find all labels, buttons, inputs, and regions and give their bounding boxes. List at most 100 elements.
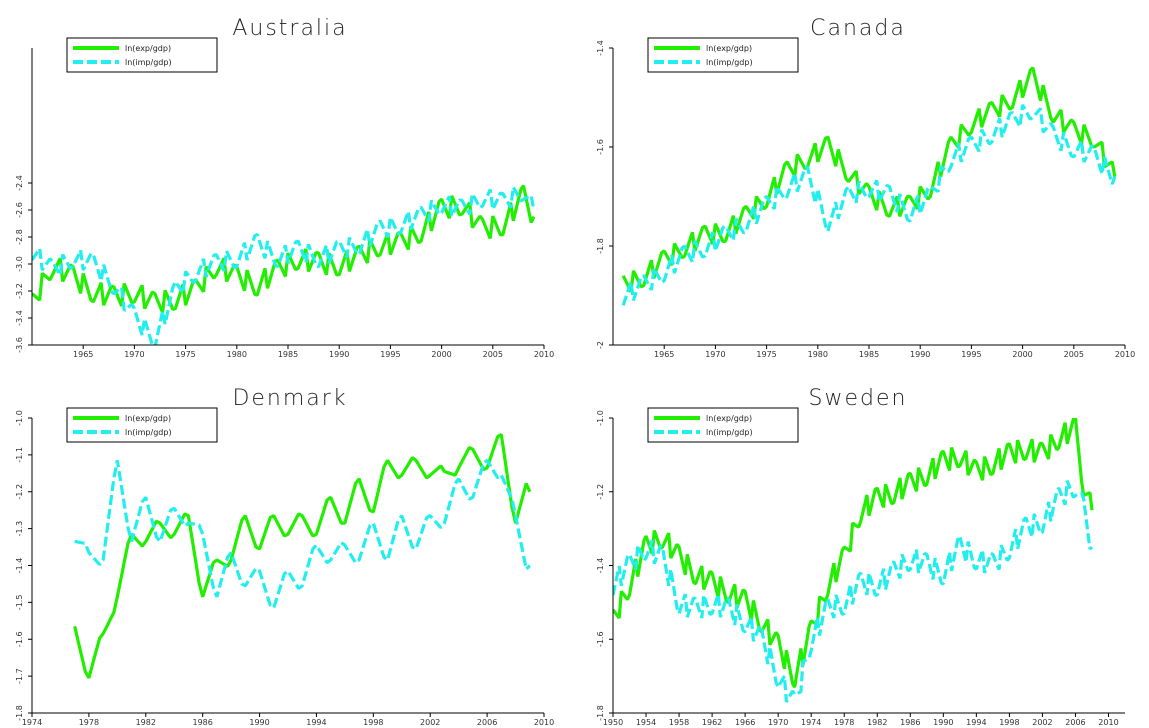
y-tick-label: -3.2	[15, 283, 24, 299]
chart-panel: 1950 1954 1958 1962 1966 1970 1974 1978 1982 1986…	[596, 407, 1125, 727]
legend-box	[647, 37, 799, 73]
y-tick-label: -1.1	[15, 447, 24, 463]
x-tick-label: 1965	[73, 350, 93, 359]
x-tick-label: 2000	[431, 350, 451, 359]
x-tick-label: 2002	[1032, 718, 1052, 727]
x-tick-label: 1982	[867, 718, 887, 727]
chart-panel: 1965 1970 1975 1980 1985 1990 1995 2000 2005 2010…	[596, 37, 1135, 359]
x-tick-label: 1990	[249, 718, 269, 727]
y-tick-label: -1.4	[596, 558, 605, 574]
x-tick-label: 1978	[834, 718, 854, 727]
y-tick-label: -1.2	[596, 484, 605, 500]
y-tick-label: -2	[596, 341, 605, 349]
x-tick-label: 1970	[705, 350, 725, 359]
x-tick-label: 2005	[1064, 350, 1084, 359]
y-tick-label: -1.0	[15, 410, 24, 426]
x-tick-label: 2010	[534, 350, 554, 359]
x-tick-label: 1986	[192, 718, 212, 727]
legend-label: ln(exp/gdp)	[125, 44, 171, 53]
y-tick-label: -2.6	[15, 202, 24, 218]
legend-box	[66, 37, 218, 73]
x-tick-label: 1990	[910, 350, 930, 359]
y-tick-label: -1.7	[15, 668, 24, 684]
series-line	[613, 418, 1094, 688]
chart-panel: 1965 1970 1975 1980 1985 1990 1995 2000 2005 2010…	[15, 37, 554, 359]
x-tick-label: 2010	[1098, 718, 1118, 727]
y-tick-label: -1.8	[15, 705, 24, 721]
x-tick-label: 1962	[702, 718, 722, 727]
legend-box	[66, 407, 218, 443]
x-tick-label: 2006	[1065, 718, 1085, 727]
series-line	[621, 104, 1117, 306]
x-tick-label: 1986	[900, 718, 920, 727]
x-tick-label: 2000	[1012, 350, 1032, 359]
series-line	[73, 433, 532, 679]
x-tick-label: 2010	[1115, 350, 1135, 359]
x-tick-label: 1994	[966, 718, 986, 727]
y-tick-label: -1.6	[596, 139, 605, 155]
x-tick-label: 1998	[999, 718, 1019, 727]
x-tick-label: 2006	[477, 718, 497, 727]
y-tick-label: -1.4	[596, 40, 605, 56]
y-tick-label: -1.2	[15, 484, 24, 500]
x-tick-label: 2010	[534, 718, 554, 727]
x-tick-label: 1985	[278, 350, 298, 359]
chart-panel: 1974 1978 1982 1986 1990 1994 1998 2002 2006 2010…	[15, 407, 554, 727]
x-tick-label: 1978	[79, 718, 99, 727]
x-tick-label: 2005	[483, 350, 503, 359]
x-tick-label: 1995	[380, 350, 400, 359]
y-tick-label: -1.8	[596, 238, 605, 254]
x-tick-label: 1958	[669, 718, 689, 727]
y-tick-label: -1.5	[15, 595, 24, 611]
x-tick-label: 1954	[636, 718, 656, 727]
x-tick-label: 1975	[175, 350, 195, 359]
y-tick-label: -2.4	[15, 175, 24, 191]
legend-label: ln(imp/gdp)	[706, 58, 753, 67]
y-tick-label: -1.8	[596, 705, 605, 721]
x-tick-label: 1982	[136, 718, 156, 727]
y-tick-label: -1.0	[596, 410, 605, 426]
panel-title: Denmark	[232, 386, 347, 411]
y-tick-label: -3.6	[15, 337, 24, 353]
series-line	[32, 186, 536, 345]
x-tick-label: 1980	[808, 350, 828, 359]
series-line	[621, 66, 1117, 293]
legend-label: ln(exp/gdp)	[706, 414, 752, 423]
y-tick-label: -1.6	[15, 631, 24, 647]
x-tick-label: 1966	[735, 718, 755, 727]
y-tick-label: -1.4	[15, 558, 24, 574]
x-tick-label: 1975	[756, 350, 776, 359]
panel-title: Canada	[810, 16, 906, 41]
x-tick-label: 1990	[329, 350, 349, 359]
x-tick-label: 1995	[961, 350, 981, 359]
x-tick-label: 1974	[801, 718, 821, 727]
y-tick-label: -2.8	[15, 229, 24, 245]
x-tick-label: 1985	[859, 350, 879, 359]
x-tick-label: 1990	[933, 718, 953, 727]
legend-label: ln(imp/gdp)	[125, 58, 172, 67]
legend-box	[647, 407, 799, 443]
y-tick-label: -3.4	[15, 310, 24, 326]
x-tick-label: 1998	[363, 718, 383, 727]
x-tick-label: 1980	[227, 350, 247, 359]
y-tick-label: -1.6	[596, 631, 605, 647]
x-tick-label: 1965	[654, 350, 674, 359]
y-tick-label: -1.3	[15, 521, 24, 537]
series-line	[74, 459, 531, 610]
legend-label: ln(imp/gdp)	[125, 428, 172, 437]
legend-label: ln(imp/gdp)	[706, 428, 753, 437]
x-tick-label: 1970	[768, 718, 788, 727]
x-tick-label: 1994	[306, 718, 326, 727]
y-tick-label: -3.0	[15, 256, 24, 272]
panel-title: Australia	[232, 16, 347, 41]
x-tick-label: 1970	[124, 350, 144, 359]
x-tick-label: 1974	[22, 718, 42, 727]
x-tick-label: 2002	[420, 718, 440, 727]
legend-label: ln(exp/gdp)	[706, 44, 752, 53]
series-line	[613, 480, 1094, 703]
legend-label: ln(exp/gdp)	[125, 414, 171, 423]
x-tick-label: 1950	[603, 718, 623, 727]
panel-title: Sweden	[809, 386, 908, 411]
